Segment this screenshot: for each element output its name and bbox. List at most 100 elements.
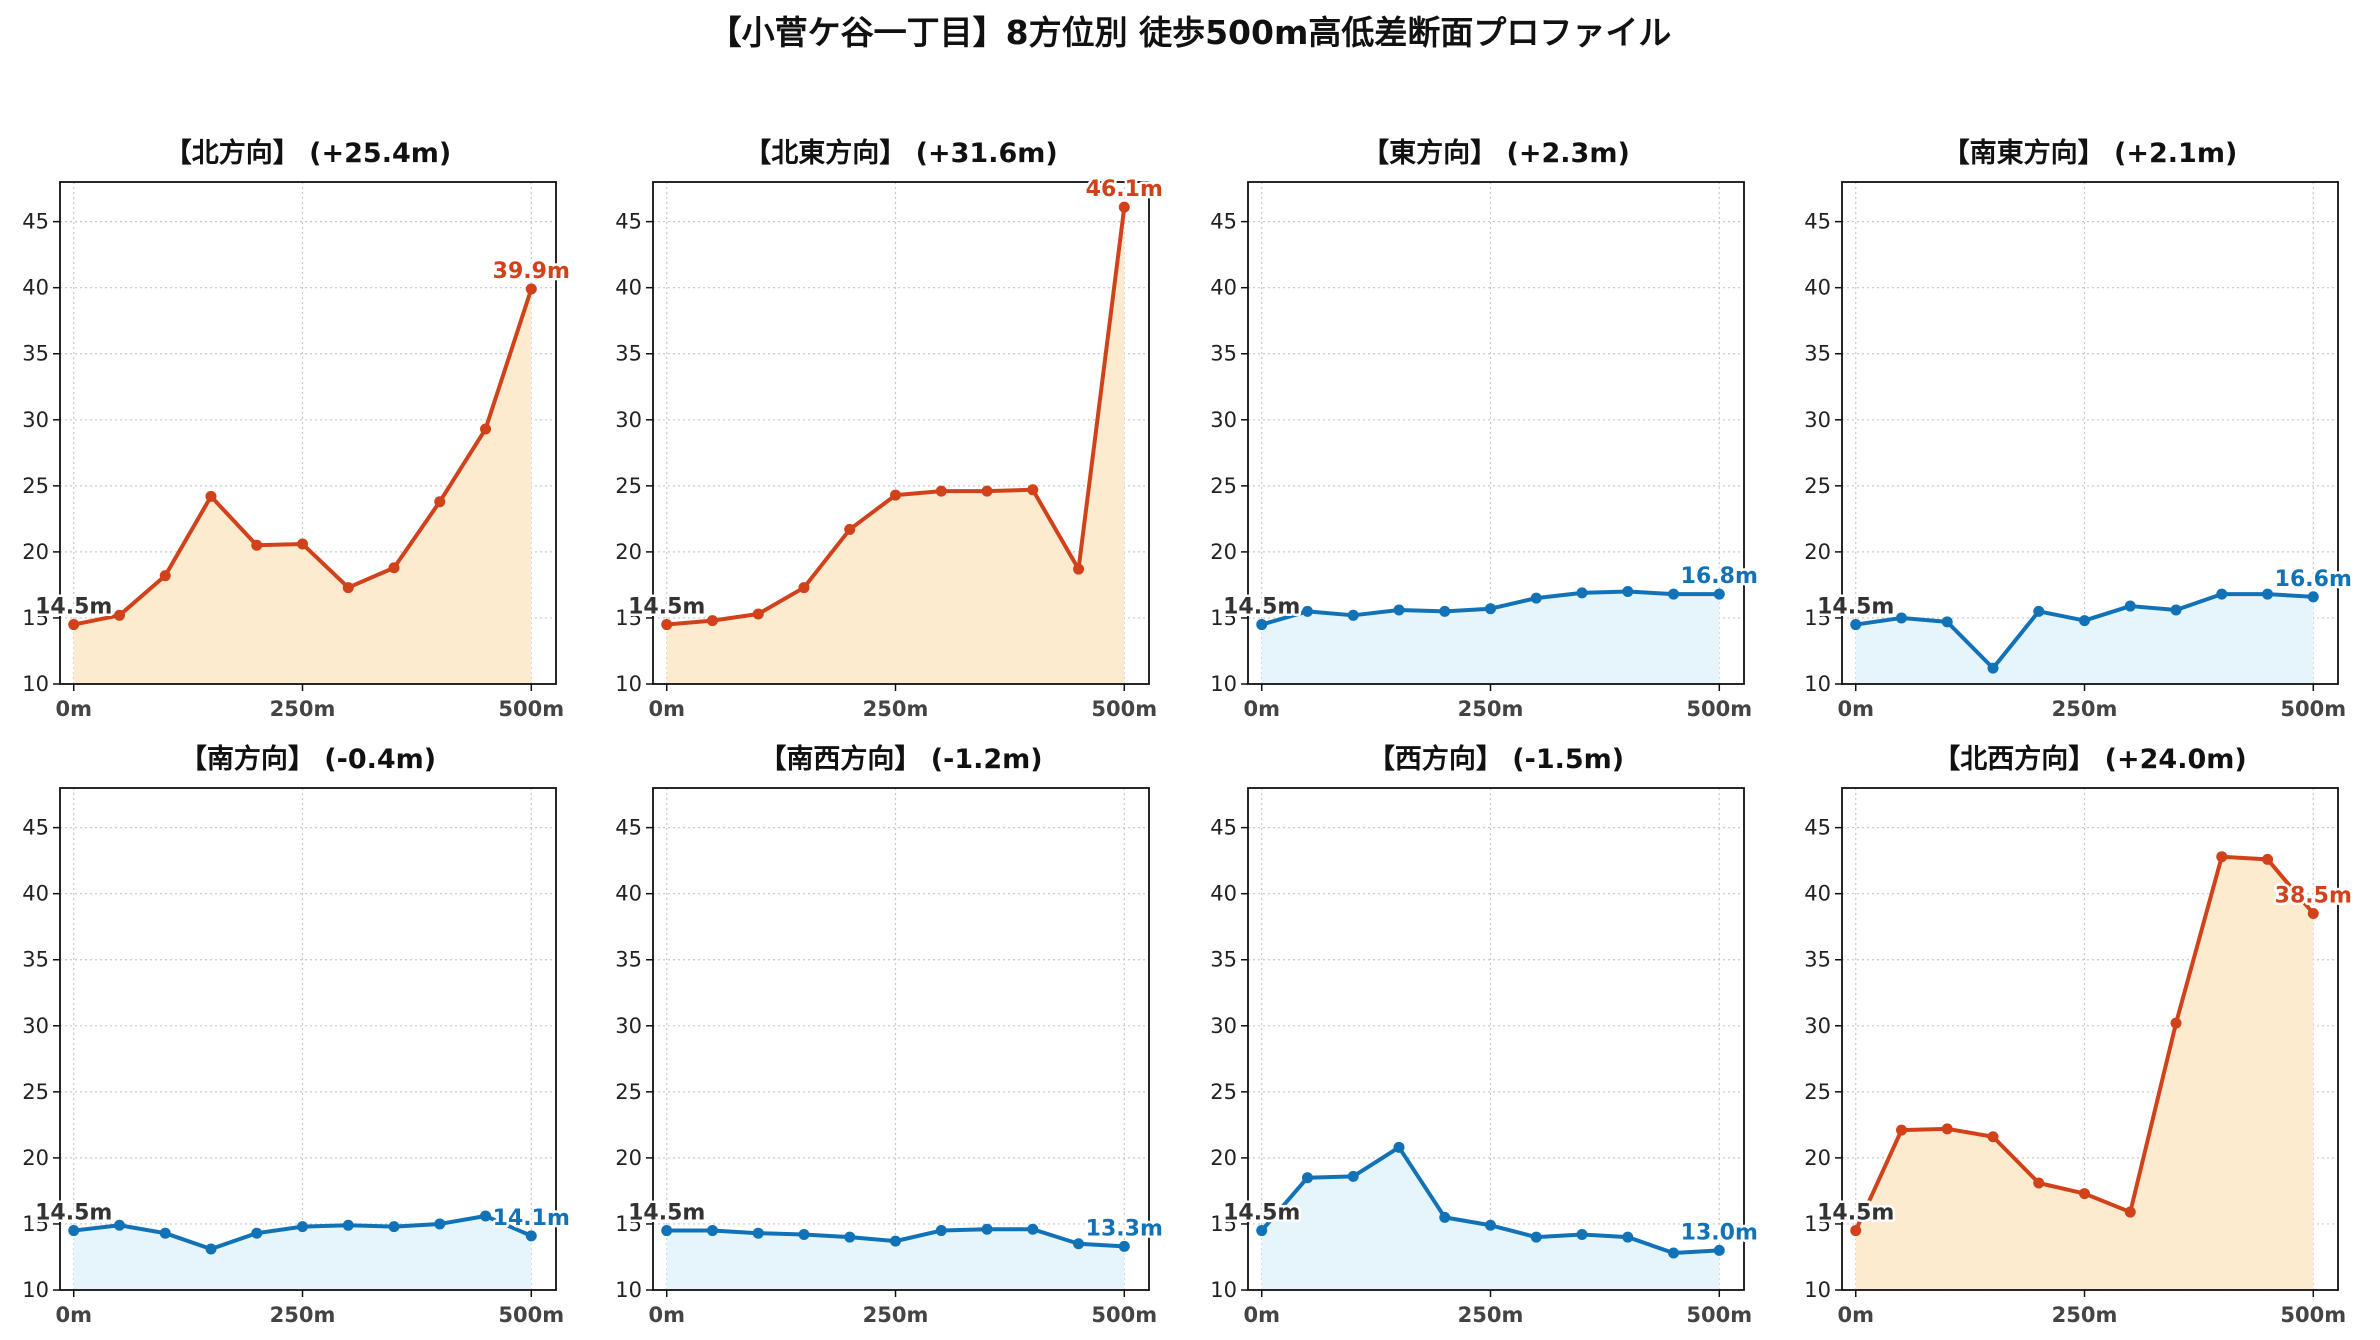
series-fill [73, 1216, 532, 1290]
end-value-label: 46.1m [1086, 177, 1163, 202]
data-point [342, 1219, 354, 1231]
x-tick-label: 250m [270, 697, 336, 721]
y-tick-label: 10 [615, 672, 642, 696]
axes-frame [652, 181, 1150, 685]
y-tick-label: 15 [22, 606, 49, 630]
data-point [1073, 1238, 1085, 1250]
data-point [1393, 1141, 1405, 1153]
start-value-label: 14.5m [1223, 595, 1300, 620]
panel-8: 【北西方向】 (+24.0m) 10 15 20 25 30 35 40 45 0m 250m 500… [1804, 743, 2354, 1327]
y-tick-label: 20 [22, 540, 49, 564]
y-tick-label: 45 [615, 816, 642, 840]
panel-title: 【東方向】 (+2.3m) [1362, 137, 1630, 169]
y-tick-label: 10 [1804, 1278, 1831, 1302]
data-point [706, 1225, 718, 1237]
x-tick-label: 500m [2280, 697, 2346, 721]
data-point [1027, 484, 1039, 496]
data-point [480, 423, 492, 435]
y-tick-label: 45 [1804, 816, 1831, 840]
data-point [388, 1221, 400, 1233]
axes-frame [1841, 787, 2339, 1291]
y-tick-label: 40 [1210, 882, 1237, 906]
data-point [1118, 1240, 1130, 1252]
y-tick-label: 25 [615, 474, 642, 498]
data-point [1393, 604, 1405, 616]
data-point [752, 1227, 764, 1239]
data-point [1668, 1247, 1680, 1259]
y-tick-label: 40 [1804, 276, 1831, 300]
x-tick-label: 500m [1686, 1303, 1752, 1327]
x-tick-label: 0m [55, 1303, 92, 1327]
data-point [525, 1230, 537, 1242]
y-tick-label: 40 [1210, 276, 1237, 300]
end-value-label: 38.5m [2275, 884, 2352, 909]
y-tick-label: 35 [1804, 948, 1831, 972]
y-tick-label: 25 [1210, 1080, 1237, 1104]
data-point [2079, 1188, 2091, 1200]
end-value-label: 13.3m [1086, 1216, 1163, 1241]
y-tick-label: 35 [1210, 948, 1237, 972]
grid [1248, 788, 1744, 1291]
end-value-label: 13.0m [1681, 1220, 1758, 1245]
start-value-label: 14.5m [1223, 1201, 1300, 1226]
grid [1842, 182, 2338, 685]
start-value-label: 14.5m [1817, 595, 1894, 620]
y-tick-label: 10 [1210, 672, 1237, 696]
data-point [1850, 619, 1862, 631]
x-tick-label: 250m [1458, 1303, 1524, 1327]
x-tick-label: 500m [2280, 1303, 2346, 1327]
y-tick-label: 30 [615, 408, 642, 432]
y-tick-label: 45 [1210, 816, 1237, 840]
data-point [1073, 563, 1085, 575]
data-point [1301, 1172, 1313, 1184]
data-point [1439, 1211, 1451, 1223]
axes-frame [652, 787, 1150, 1291]
y-tick-label: 30 [1804, 1014, 1831, 1038]
x-tick-label: 500m [498, 697, 564, 721]
y-tick-label: 35 [22, 342, 49, 366]
data-point [2216, 588, 2228, 600]
x-tick-label: 500m [498, 1303, 564, 1327]
data-point [981, 1223, 993, 1235]
y-tick-label: 20 [615, 1146, 642, 1170]
data-point [2033, 605, 2045, 617]
data-point [890, 1235, 902, 1247]
y-tick-label: 25 [22, 1080, 49, 1104]
data-point [1576, 1229, 1588, 1241]
x-tick-label: 0m [1837, 697, 1874, 721]
y-tick-label: 10 [1804, 672, 1831, 696]
y-tick-label: 25 [1804, 474, 1831, 498]
y-tick-label: 45 [22, 816, 49, 840]
y-tick-label: 20 [1804, 1146, 1831, 1170]
data-point [297, 1221, 309, 1233]
data-point [159, 570, 171, 582]
data-point [1347, 1170, 1359, 1182]
y-tick-label: 10 [615, 1278, 642, 1302]
data-point [1576, 587, 1588, 599]
y-tick-label: 10 [22, 672, 49, 696]
data-point [844, 1231, 856, 1243]
y-tick-label: 30 [1210, 1014, 1237, 1038]
data-point [1895, 1124, 1907, 1136]
y-tick-label: 20 [615, 540, 642, 564]
data-point [113, 1219, 125, 1231]
series-fill [73, 289, 532, 684]
data-point [2124, 1206, 2136, 1218]
end-value-label: 14.1m [493, 1206, 570, 1231]
y-tick-label: 45 [1210, 210, 1237, 234]
series-fill [666, 207, 1125, 684]
data-point [1622, 1231, 1634, 1243]
data-point [935, 485, 947, 497]
data-point [1347, 609, 1359, 621]
panel-6: 【南西方向】 (-1.2m) 10 15 20 25 30 35 40 45 0m 250m 500m… [615, 743, 1165, 1327]
data-point [525, 283, 537, 295]
panel-7: 【西方向】 (-1.5m) 10 15 20 25 30 35 40 45 0m 250m 500m 1… [1210, 743, 1760, 1327]
panel-title: 【北東方向】 (+31.6m) [744, 137, 1057, 169]
data-point [1713, 1244, 1725, 1256]
y-tick-label: 45 [615, 210, 642, 234]
grid [60, 788, 556, 1291]
panel-title: 【西方向】 (-1.5m) [1368, 743, 1624, 775]
y-tick-label: 15 [1210, 1212, 1237, 1236]
y-tick-label: 15 [1210, 606, 1237, 630]
data-point [342, 582, 354, 594]
